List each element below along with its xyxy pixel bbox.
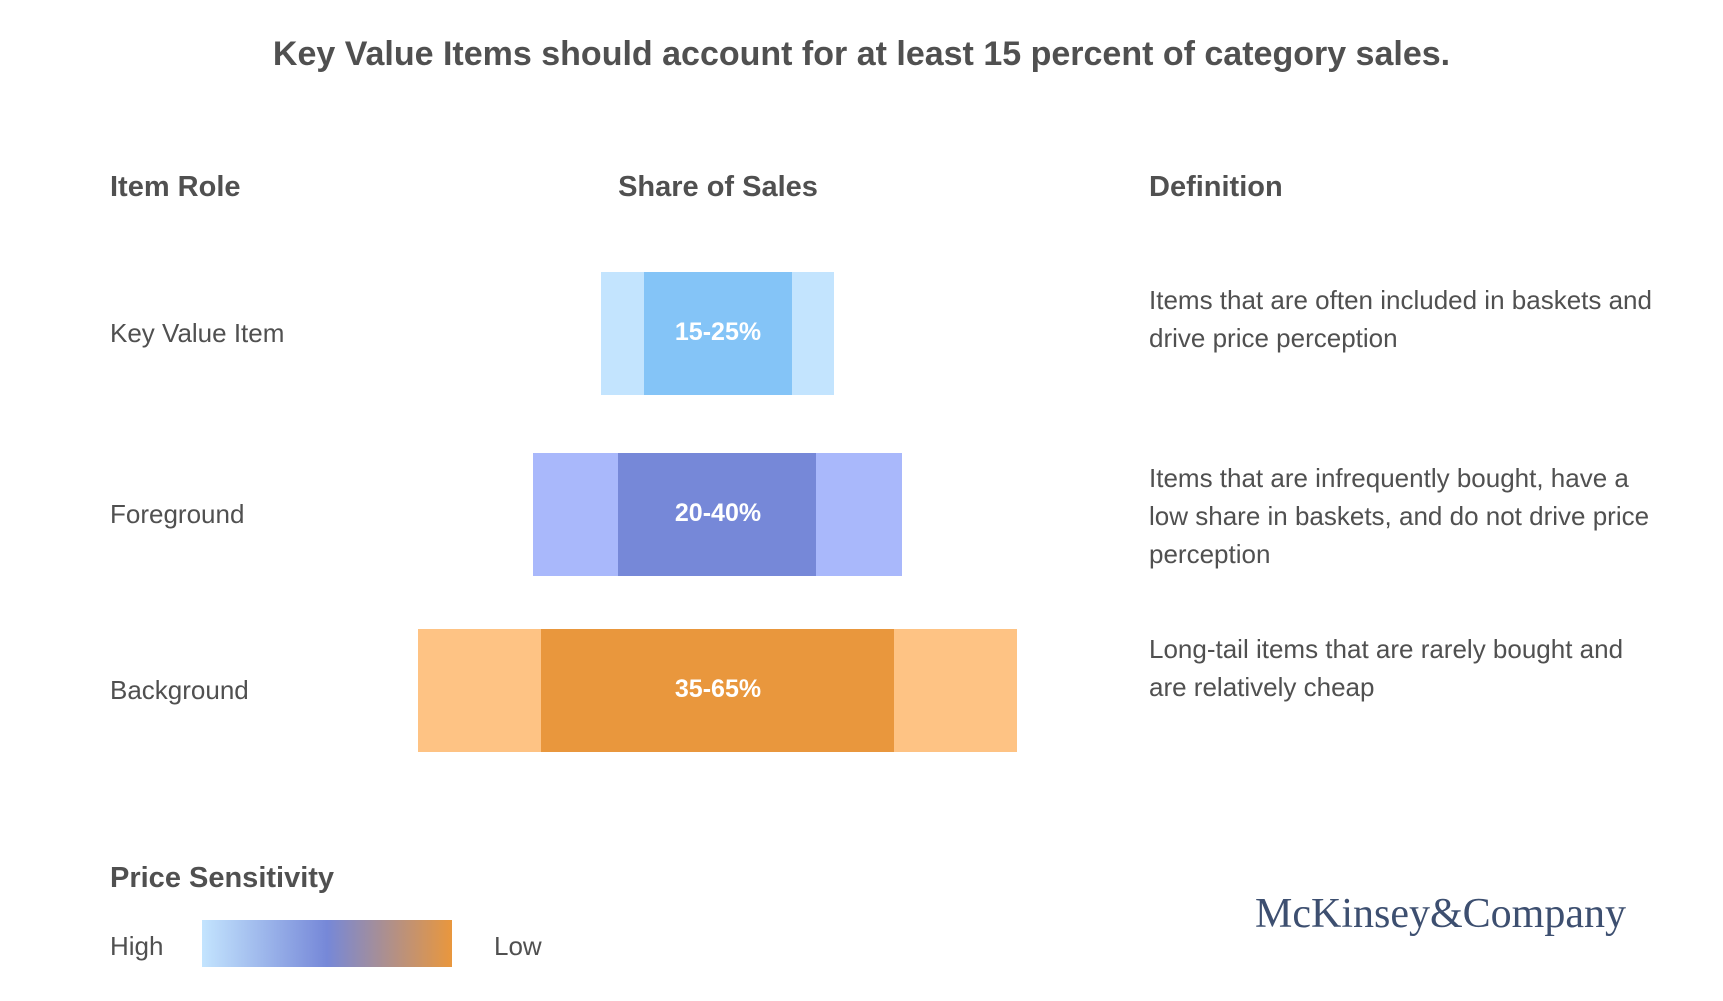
share-label: 15-25% — [675, 318, 761, 346]
definition: Items that are often included in baskets… — [1149, 285, 1652, 353]
legend-high: High — [110, 931, 164, 961]
range-inner — [541, 629, 894, 752]
item-role: Background — [110, 674, 249, 705]
legend-title: Price Sensitivity — [110, 862, 335, 894]
item-role: Key Value Item — [110, 317, 285, 348]
sensitivity-gradient — [202, 920, 452, 967]
share-label: 35-65% — [675, 675, 761, 703]
column-header: Definition — [1149, 171, 1283, 203]
range-inner — [644, 272, 792, 395]
share-label: 20-40% — [675, 499, 761, 527]
title: Key Value Items should account for at le… — [272, 35, 1451, 73]
legend-low: Low — [494, 931, 542, 961]
definition: Items that are infrequently bought, have… — [1149, 463, 1650, 569]
range-inner — [618, 453, 816, 576]
definition: Long-tail items that are rarely bought a… — [1149, 634, 1624, 702]
logo: McKinsey&Company — [1255, 891, 1626, 937]
column-header: Item Role — [110, 171, 241, 203]
item-role: Foreground — [110, 498, 245, 529]
column-header: Share of Sales — [618, 171, 818, 203]
